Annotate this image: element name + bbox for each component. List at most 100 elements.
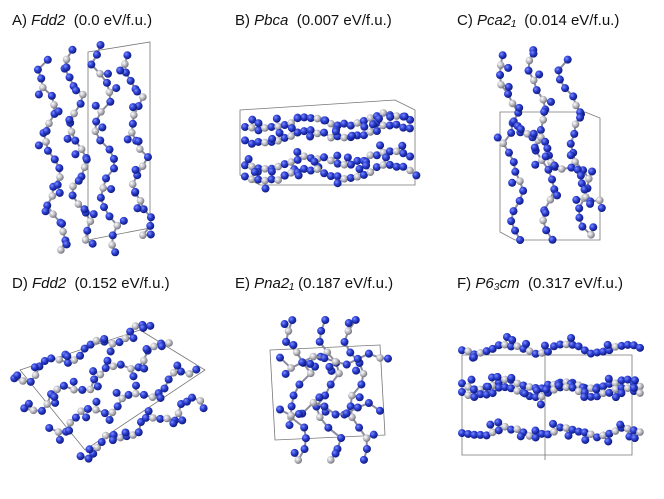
nitrogen-atom: [482, 431, 491, 440]
carbon-atom: [49, 210, 57, 218]
nitrogen-atom: [280, 171, 289, 180]
nitrogen-atom: [106, 97, 115, 106]
energy: (0.014 eV/f.u.): [524, 12, 620, 29]
nitrogen-atom: [143, 153, 152, 162]
carbon-atom: [587, 430, 595, 439]
nitrogen-atom: [267, 122, 276, 131]
nitrogen-atom: [554, 381, 563, 390]
nitrogen-atom: [285, 421, 294, 430]
carbon-atom: [366, 168, 375, 177]
carbon-atom: [105, 88, 114, 97]
nitrogen-atom: [458, 388, 466, 397]
nitrogen-atom: [541, 137, 550, 146]
nitrogen-atom: [89, 210, 98, 219]
nitrogen-atom: [33, 65, 42, 74]
carbon-atom: [45, 119, 53, 128]
space-group: P6₃cm: [475, 275, 520, 292]
nitrogen-atom: [333, 172, 342, 181]
nitrogen-atom: [40, 357, 49, 366]
nitrogen-atom: [62, 63, 71, 72]
nitrogen-atom: [566, 151, 575, 160]
carbon-atom: [185, 370, 194, 378]
nitrogen-atom: [580, 428, 589, 437]
nitrogen-atom: [248, 115, 257, 124]
nitrogen-atom: [169, 419, 178, 428]
nitrogen-atom: [340, 337, 349, 346]
nitrogen-atom: [91, 101, 100, 110]
nitrogen-atom: [346, 173, 355, 182]
nitrogen-atom: [146, 230, 155, 239]
nitrogen-atom: [520, 389, 529, 398]
nitrogen-atom: [241, 161, 250, 170]
nitrogen-atom: [108, 436, 117, 445]
nitrogen-atom: [45, 423, 54, 432]
nitrogen-atom: [577, 179, 586, 188]
nitrogen-atom: [254, 126, 263, 135]
carbon-atom: [128, 128, 136, 137]
carbon-atom: [392, 147, 401, 156]
carbon-atom: [247, 123, 256, 132]
carbon-atom: [611, 342, 620, 351]
carbon-atom: [92, 405, 100, 414]
nitrogen-atom: [88, 239, 97, 248]
nitrogen-atom: [470, 430, 479, 439]
carbon-atom: [93, 443, 102, 452]
nitrogen-atom: [267, 167, 276, 176]
panel-letter: C): [457, 12, 473, 29]
carbon-atom: [261, 176, 269, 185]
nitrogen-atom: [142, 345, 151, 354]
nitrogen-atom: [133, 87, 142, 96]
nitrogen-atom: [346, 402, 355, 411]
nitrogen-atom: [300, 423, 309, 432]
carbon-atom: [287, 158, 295, 166]
nitrogen-atom: [519, 186, 528, 195]
nitrogen-atom: [132, 381, 141, 390]
energy: (0.0 eV/f.u.): [73, 12, 153, 29]
nitrogen-atom: [53, 180, 62, 189]
nitrogen-atom: [567, 163, 576, 172]
panel-letter: B): [235, 12, 250, 29]
nitrogen-atom: [72, 86, 81, 95]
nitrogen-atom: [540, 107, 549, 116]
nitrogen-atom: [476, 390, 485, 399]
carbon-atom: [108, 408, 117, 417]
carbon-atom: [464, 391, 472, 399]
nitrogen-atom: [493, 133, 502, 142]
carbon-atom: [529, 76, 538, 85]
carbon-atom: [516, 177, 524, 185]
nitrogen-atom: [611, 393, 620, 402]
nitrogen-atom: [34, 90, 43, 99]
nitrogen-atom: [63, 358, 72, 367]
nitrogen-atom: [400, 112, 409, 121]
carbon-atom: [136, 197, 145, 205]
nitrogen-atom: [50, 392, 59, 401]
carbon-atom: [513, 342, 522, 351]
nitrogen-atom: [178, 416, 187, 425]
carbon-atom: [340, 175, 349, 183]
carbon-atom: [595, 196, 604, 205]
nitrogen-atom: [300, 445, 309, 454]
nitrogen-atom: [529, 129, 538, 138]
nitrogen-atom: [315, 337, 324, 346]
nitrogen-atom: [331, 127, 340, 136]
carbon-atom: [139, 356, 148, 365]
nitrogen-atom: [134, 137, 143, 146]
unit-cell: [239, 99, 416, 186]
nitrogen-atom: [146, 321, 155, 330]
nitrogen-atom: [470, 392, 479, 401]
carbon-atom: [539, 115, 548, 124]
nitrogen-atom: [295, 380, 304, 389]
nitrogen-atom: [141, 413, 150, 422]
nitrogen-atom: [240, 172, 249, 181]
carbon-atom: [313, 165, 322, 173]
nitrogen-atom: [30, 363, 39, 372]
nitrogen-atom: [58, 219, 67, 228]
nitrogen-atom: [293, 114, 302, 123]
nitrogen-atom: [90, 375, 99, 384]
nitrogen-atom: [541, 152, 550, 161]
nitrogen-atom: [532, 386, 541, 395]
carbon-atom: [48, 192, 57, 200]
carbon-atom: [163, 414, 171, 423]
nitrogen-atom: [55, 164, 64, 173]
